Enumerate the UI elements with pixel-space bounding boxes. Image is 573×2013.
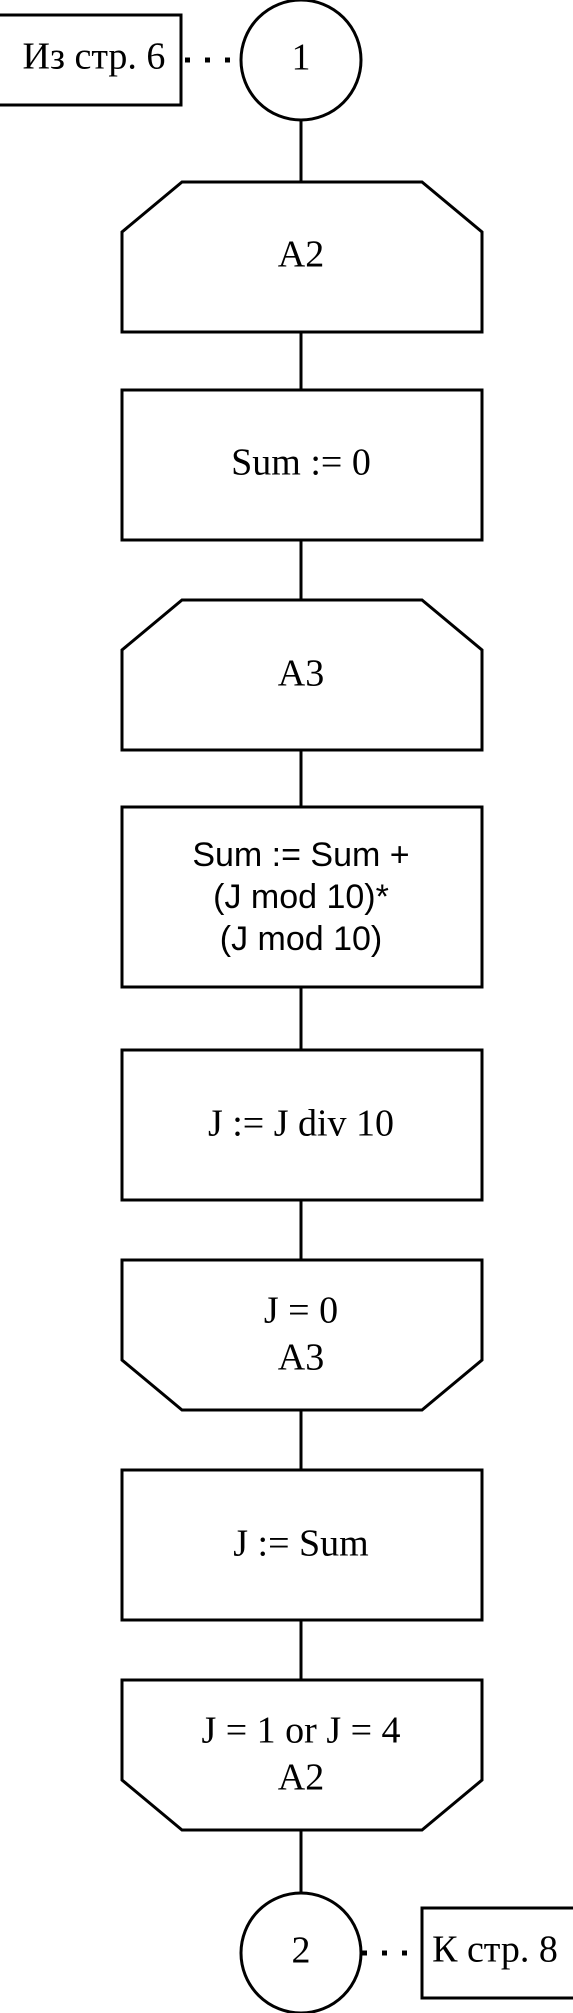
loop-end-a2-label: A2	[278, 1757, 324, 1799]
process-sum-add: Sum := Sum + (J mod 10)* (J mod 10)	[120, 805, 484, 989]
connector-1: 1	[239, 0, 363, 122]
process-sum-zero: Sum := 0	[120, 388, 484, 542]
loop-end-a3: J = 0 A3	[120, 1258, 484, 1412]
loop-start-a3: A3	[120, 598, 484, 752]
offpage-out-label: К стр. 8	[432, 1929, 558, 1971]
loop-start-a2-label: A2	[278, 234, 324, 276]
process-sum-add-line-3: (J mod 10)	[220, 920, 383, 958]
connector-1-label: 1	[292, 37, 311, 79]
offpage-in-box: Из стр. 6	[0, 13, 183, 107]
loop-end-a3-label: A3	[278, 1337, 324, 1379]
process-sum-add-line-1: Sum := Sum +	[192, 836, 409, 874]
loop-end-a3-condition: J = 0	[264, 1290, 338, 1332]
loop-end-a2-condition: J = 1 or J = 4	[201, 1710, 400, 1752]
process-sum-zero-label: Sum := 0	[231, 442, 371, 484]
connector-2-label: 2	[292, 1930, 311, 1972]
process-j-sum: J := Sum	[120, 1468, 484, 1622]
offpage-in-label: Из стр. 6	[23, 36, 166, 78]
process-j-sum-label: J := Sum	[233, 1523, 368, 1565]
offpage-out-box: К стр. 8	[420, 1906, 573, 2000]
process-sum-add-line-2: (J mod 10)*	[213, 878, 389, 916]
process-j-div: J := J div 10	[120, 1048, 484, 1202]
loop-start-a2: A2	[120, 180, 484, 334]
loop-start-a3-label: A3	[278, 653, 324, 695]
process-j-div-label: J := J div 10	[208, 1103, 394, 1145]
connector-2: 2	[239, 1891, 363, 2013]
loop-end-a2: J = 1 or J = 4 A2	[120, 1678, 484, 1832]
